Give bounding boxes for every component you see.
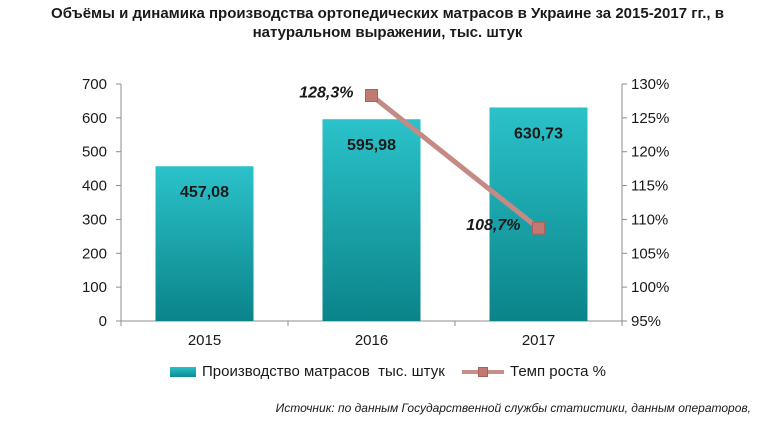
bar-value-label: 630,73 — [514, 125, 563, 142]
chart-title: Объёмы и динамика производства ортопедич… — [0, 4, 775, 42]
y-left-tick-label: 0 — [99, 313, 107, 330]
y-left-tick-label: 700 — [82, 76, 107, 93]
line-point — [532, 221, 545, 235]
legend-bar-swatch — [170, 366, 196, 377]
bar-value-label: 457,08 — [180, 184, 229, 201]
y-left-tick-label: 500 — [82, 144, 107, 161]
y-left-tick-label: 100 — [82, 279, 107, 296]
line-value-label: 128,3% — [299, 85, 353, 102]
axes: 0 100 200 300 400 500 600 700 95% 100% 105% 110% 115… — [82, 76, 669, 349]
bar — [155, 166, 254, 321]
line-value-label: 108,7% — [466, 217, 520, 234]
legend-item-growth: Темп роста % — [462, 363, 606, 380]
legend-item-production: Производство матрасов тыс. штук — [170, 363, 445, 380]
bar — [489, 107, 588, 321]
y-left-tick-label: 200 — [82, 245, 107, 262]
legend-label-growth: Темп роста % — [510, 363, 606, 380]
y-right-tick-label: 130% — [631, 76, 669, 93]
bar — [322, 119, 421, 321]
bar-series — [155, 107, 588, 321]
y-left-tick-label: 400 — [82, 178, 107, 195]
chart-title-line-1: Объёмы и динамика производства ортопедич… — [51, 5, 724, 22]
line-series — [365, 89, 545, 235]
source-note: Источник: по данным Государственной служ… — [275, 401, 751, 415]
y-right-tick-label: 115% — [631, 178, 668, 195]
legend-label-production: Производство матрасов тыс. штук — [202, 363, 445, 380]
growth-line — [369, 93, 541, 231]
y-right-tick-label: 95% — [631, 313, 661, 330]
legend: Производство матрасов тыс. штук Темп рос… — [0, 363, 775, 383]
legend-line-swatch — [462, 366, 504, 378]
x-tick-label: 2017 — [522, 332, 555, 349]
bar-value-label: 595,98 — [347, 137, 396, 154]
x-tick-label: 2016 — [355, 332, 388, 349]
y-right-tick-label: 105% — [631, 245, 669, 262]
y-right-tick-label: 125% — [631, 110, 669, 127]
y-left-tick-label: 300 — [82, 211, 107, 228]
y-right-tick-label: 120% — [631, 144, 669, 161]
data-labels: 457,08 595,98 630,73 128,3% 108,7% — [180, 85, 563, 235]
chart-title-line-2: натуральном выражении, тыс. штук — [252, 24, 523, 41]
x-tick-label: 2015 — [188, 332, 221, 349]
y-right-tick-label: 110% — [631, 211, 668, 228]
y-right-tick-label: 100% — [631, 279, 669, 296]
y-left-tick-label: 600 — [82, 110, 107, 127]
combo-chart: 0 100 200 300 400 500 600 700 95% 100% 105% 110% 115… — [82, 76, 669, 349]
line-point — [365, 89, 378, 103]
